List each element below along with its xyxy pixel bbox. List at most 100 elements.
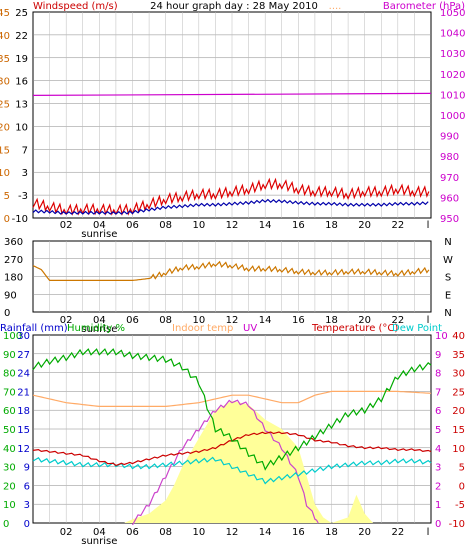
dir-tick-90: 90 [4,290,17,301]
uv-tick-3: 7 [435,387,441,398]
dir-x-tick-18: 18 [325,315,338,326]
wind-x-tick-20: 20 [358,220,371,231]
dir-x-tick-04: 04 [93,315,106,326]
humidity-tick-40: 40 [3,444,16,455]
dir-compass-0: N [444,237,451,248]
humidity-tick-90: 90 [3,350,16,361]
uv-legend: UV [243,323,257,334]
uv-tick-1: 9 [435,350,441,361]
dir-tick-270: 270 [4,255,23,266]
wind-x-tick-end: l [427,220,430,231]
temp-x-tick-10: 10 [192,527,205,538]
wind-tick-red-9: 0 [4,214,10,225]
temp-sunrise-label: sunrise [81,536,117,547]
wind-tick-black-3: 16 [15,77,28,88]
wind-tick-black-0: 25 [15,8,28,19]
humidity-legend: Humidity % [67,323,125,334]
uv-tick-9: 1 [435,500,441,511]
baro-tick-970: 970 [440,173,459,184]
wind-x-tick-18: 18 [325,220,338,231]
wind-tick-black-2: 19 [15,54,28,65]
wind-tick-red-4: 25 [0,100,10,111]
humidity-tick-50: 50 [3,425,16,436]
humidity-line [32,348,432,471]
dir-x-tick-16: 16 [292,315,305,326]
uv-tick-8: 2 [435,481,441,492]
temp-tick-7: 5 [459,463,465,474]
dir-tick-360: 360 [4,237,23,248]
dir-x-tick-08: 08 [159,315,172,326]
rain-tick-1: 27 [17,350,30,361]
uv-tick-6: 4 [435,444,441,455]
temp-x-tick-end: l [427,527,430,538]
wind-tick-black-5: 10 [15,122,28,133]
wind-sunrise-label: sunrise [81,229,117,240]
dir-x-tick-12: 12 [226,315,239,326]
uv-tick-4: 6 [435,406,441,417]
humidity-tick-100: 100 [3,331,22,342]
wind-x-tick-12: 12 [226,220,239,231]
rain-tick-5: 15 [17,425,30,436]
baro-tick-1000: 1000 [440,111,465,122]
uv-tick-5: 5 [435,425,441,436]
temp-tick-3: 25 [452,387,465,398]
dir-x-tick-10: 10 [192,315,205,326]
wind-gust-line [32,177,430,216]
temp-tick-9: -5 [455,500,465,511]
dir-tick-0: 0 [4,308,10,319]
wind-x-tick-14: 14 [259,220,272,231]
barometer-legend: Barometer (hPa) [383,1,465,12]
wind-x-tick-10: 10 [192,220,205,231]
rain-tick-0: 30 [17,331,30,342]
wind-tick-black-4: 13 [15,100,28,111]
humidity-tick-80: 80 [3,369,16,380]
wind-x-tick-16: 16 [292,220,305,231]
temp-tick-5: 15 [452,425,465,436]
wind-x-tick-02: 02 [60,220,73,231]
dir-x-tick-06: 06 [126,315,139,326]
temp-x-tick-20: 20 [358,527,371,538]
dewpoint-line [32,456,432,485]
temp-x-tick-14: 14 [259,527,272,538]
temp-tick-1: 35 [452,350,465,361]
temp-x-tick-18: 18 [325,527,338,538]
baro-tick-1020: 1020 [440,70,465,81]
temp-tick-8: 0 [459,481,465,492]
wind-x-tick-22: 22 [391,220,404,231]
wind-tick-red-2: 35 [0,54,10,65]
dir-x-tick-02: 02 [60,315,73,326]
temp-x-tick-12: 12 [226,527,239,538]
uv-tick-7: 3 [435,463,441,474]
baro-tick-1030: 1030 [440,49,465,60]
dewpoint-legend: Dew Point [392,323,442,334]
baro-tick-1040: 1040 [440,29,465,40]
uv-tick-2: 8 [435,369,441,380]
wind-tick-red-0: 45 [0,8,10,19]
temp-x-tick-22: 22 [391,527,404,538]
rain-tick-8: 6 [24,481,30,492]
temp-tick-0: 40 [452,331,465,342]
temp-x-tick-04: 04 [93,527,106,538]
rain-tick-6: 12 [17,444,30,455]
temp-x-tick-16: 16 [292,527,305,538]
wind-tick-red-7: 10 [0,168,10,179]
temp-tick-2: 30 [452,369,465,380]
temp-tick-4: 20 [452,406,465,417]
rain-tick-7: 9 [24,463,30,474]
wind-x-tick-04: 04 [93,220,106,231]
dir-x-tick-22: 22 [391,315,404,326]
uv-tick-10: 0 [435,519,441,530]
baro-tick-980: 980 [440,152,459,163]
humidity-tick-10: 10 [3,500,16,511]
rain-tick-4: 18 [17,406,30,417]
windspeed-legend: Windspeed (m/s) [33,1,118,12]
temp-tick-6: 10 [452,444,465,455]
uv-tick-0: 10 [435,331,448,342]
wind-direction-line [32,260,430,281]
dir-x-tick-end: l [427,315,430,326]
humidity-tick-20: 20 [3,481,16,492]
wind-x-tick-08: 08 [159,220,172,231]
dir-x-tick-14: 14 [259,315,272,326]
dir-compass-1: W [443,255,453,266]
wind-avg-line [32,198,429,215]
